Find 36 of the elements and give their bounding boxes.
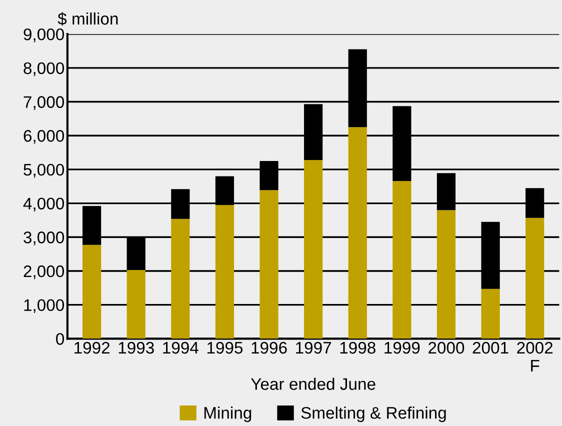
x-tick-label: 2001 (472, 342, 508, 354)
y-tick-label: 0 (56, 333, 64, 345)
legend-label: Smelting & Refining (301, 406, 446, 422)
y-tick-label: 5,000 (24, 164, 64, 178)
bar (215, 204, 234, 339)
y-tick-label: 1,000 (24, 299, 64, 313)
y-tick-label: 7,000 (24, 96, 64, 110)
x-tick-label: 1995 (207, 342, 243, 354)
bar (526, 218, 544, 339)
x-tick-label: 1997 (296, 342, 332, 354)
x-tick-label: 2000 (428, 342, 464, 354)
bar (260, 190, 278, 339)
bar (304, 160, 323, 339)
bar (436, 210, 456, 339)
x-tick-label: 1999 (384, 342, 420, 354)
x-tick-label: 1993 (118, 342, 154, 354)
x-axis-title: Year ended June (250, 378, 376, 390)
y-tick-label: 6,000 (24, 130, 64, 144)
bar (481, 288, 500, 339)
bar (171, 218, 190, 339)
y-tick-label: 3,000 (24, 232, 64, 246)
bar (126, 270, 146, 339)
x-tick-label: 1998 (340, 342, 376, 354)
y-tick-label: 4,000 (23, 198, 64, 212)
y-tick-label: 9,000 (24, 28, 64, 42)
x-tick-label: 2002 F (517, 342, 553, 372)
y-tick-label: 2,000 (24, 265, 64, 280)
x-tick-label: 1994 (163, 342, 198, 354)
y-axis-title: $ million (58, 12, 118, 26)
bar (82, 244, 102, 339)
y-tick-label: 8,000 (24, 62, 64, 76)
bar (392, 180, 412, 339)
x-tick-label: 1992 (74, 342, 110, 354)
bar (348, 127, 367, 339)
legend-label: Mining (204, 406, 252, 422)
x-tick-label: 1996 (252, 342, 287, 354)
